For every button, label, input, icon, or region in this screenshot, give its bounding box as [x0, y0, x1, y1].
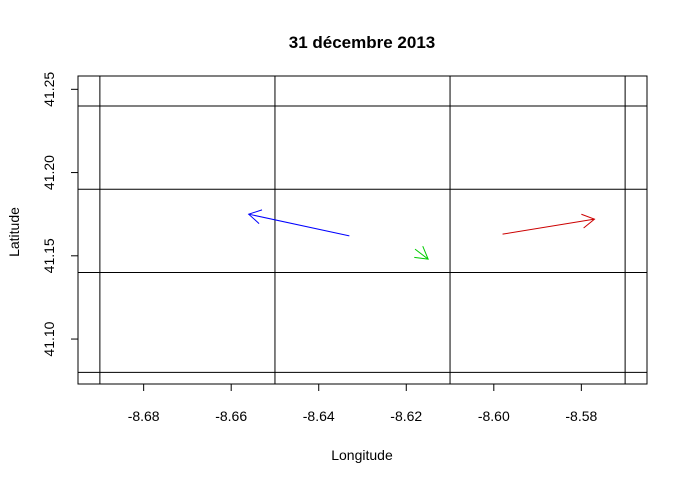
y-tick-label: 41.10: [41, 321, 57, 356]
x-tick-label: -8.62: [390, 408, 422, 424]
vector-arrow: [247, 209, 350, 237]
y-axis-label: Latitude: [6, 207, 22, 257]
arrow-shaft: [248, 213, 350, 237]
grid-lines: [78, 76, 647, 384]
plot-frame: [77, 75, 648, 385]
y-tick-label: 41.15: [41, 238, 57, 273]
x-axis: -8.68 -8.66 -8.64 -8.62 -8.60 -8.58: [128, 383, 598, 424]
arrow-shaft: [502, 218, 595, 235]
x-tick-label: -8.66: [215, 408, 247, 424]
arrow-head: [247, 209, 263, 224]
arrow-shaft: [414, 248, 429, 260]
y-axis: 41.10 41.15 41.20 41.25: [41, 72, 79, 357]
y-tick-label: 41.25: [41, 72, 57, 107]
x-tick-label: -8.68: [128, 408, 160, 424]
vector-arrow: [414, 246, 429, 260]
x-tick-label: -8.64: [303, 408, 335, 424]
arrows: [247, 209, 596, 260]
arrow-head: [581, 213, 596, 229]
x-tick-label: -8.60: [478, 408, 510, 424]
y-tick-label: 41.20: [41, 155, 57, 190]
x-axis-label: Longitude: [331, 447, 393, 463]
arrow-head: [414, 246, 429, 260]
vector-arrow: [502, 213, 596, 235]
x-tick-label: -8.58: [565, 408, 597, 424]
chart-title: 31 décembre 2013: [289, 33, 436, 52]
